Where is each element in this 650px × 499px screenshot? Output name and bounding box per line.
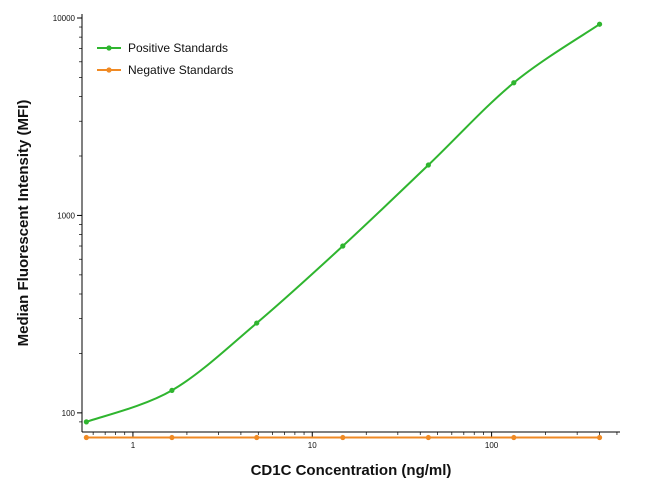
series-line (86, 23, 601, 423)
data-point (254, 434, 260, 441)
y-tick-label: 100 (62, 409, 76, 418)
x-tick-label: 10 (308, 441, 317, 450)
legend-item: Negative Standards (97, 63, 233, 77)
data-point (596, 434, 603, 441)
legend-item: Positive Standards (97, 41, 228, 55)
data-point (169, 434, 175, 441)
data-point (83, 419, 89, 425)
axes (81, 14, 620, 433)
data-point (340, 243, 346, 249)
y-axis-label: Median Fluorescent Intensity (MFI) (15, 100, 32, 347)
x-tick-label: 1 (131, 441, 136, 450)
y-tick-label: 10000 (53, 14, 76, 23)
data-point (511, 80, 517, 86)
x-tick-label: 100 (485, 441, 499, 450)
legend: Positive Standards Negative Standards (97, 41, 233, 77)
series-1 (83, 434, 603, 441)
data-point (596, 21, 603, 27)
y-tick-label: 1000 (57, 211, 75, 220)
data-point (83, 434, 89, 441)
series (83, 21, 603, 441)
data-point (254, 320, 260, 326)
data-point (169, 387, 175, 393)
legend-label: Positive Standards (128, 41, 228, 55)
legend-swatch-marker (106, 67, 112, 73)
series-0 (83, 21, 603, 425)
legend-label: Negative Standards (128, 63, 233, 77)
data-point (425, 434, 431, 441)
ticks: 1 10 100 100 1000 10000 (53, 14, 618, 450)
data-point (340, 434, 346, 441)
x-axis-label: CD1C Concentration (ng/ml) (251, 462, 452, 479)
data-point (425, 162, 431, 168)
data-point (511, 434, 517, 441)
legend-swatch-marker (106, 45, 112, 51)
